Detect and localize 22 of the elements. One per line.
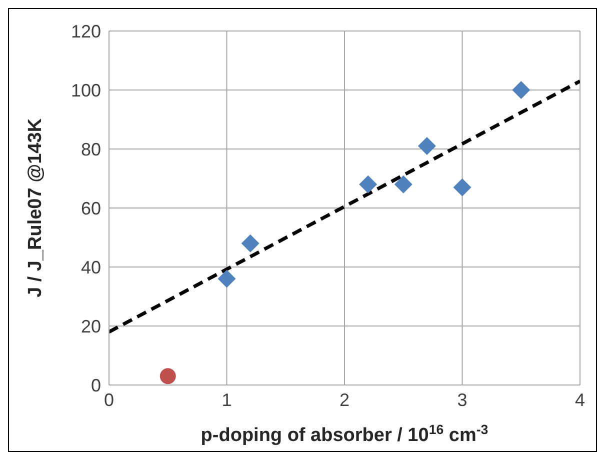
x-tick-label: 2 [339, 390, 350, 410]
point [241, 234, 260, 252]
y-tick-label: 100 [70, 80, 101, 100]
y-tick-label: 80 [80, 139, 101, 160]
x-axis-title: p-doping of absorber / 10$^{16}$ cm$^{-3}$ [200, 422, 488, 446]
point [218, 270, 236, 288]
y-tick-label: 0 [90, 375, 101, 396]
point [512, 81, 530, 99]
y-axis-title: J / J_Rule07 @143K [25, 118, 46, 298]
y-tick-label: 20 [80, 316, 101, 336]
y-tick-label: 40 [80, 257, 101, 278]
x-tick-label: 4 [574, 390, 586, 410]
point [453, 178, 472, 196]
x-tick-label: 0 [104, 390, 114, 410]
y-tick-label: 120 [70, 21, 101, 42]
point [418, 137, 436, 156]
y-tick-label: 60 [80, 198, 101, 218]
x-tick-label: 3 [457, 390, 468, 410]
point [394, 175, 412, 194]
point [359, 175, 378, 194]
x-tick-label: 1 [222, 390, 232, 410]
point [160, 368, 176, 384]
